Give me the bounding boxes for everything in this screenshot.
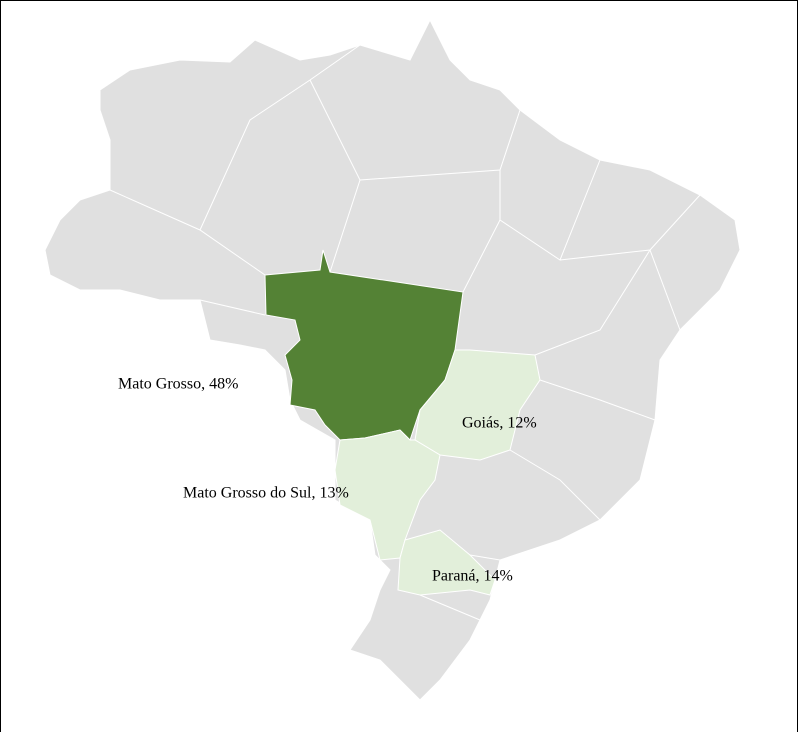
state-goias bbox=[414, 349, 541, 461]
region-label: Mato Grosso do Sul, 13% bbox=[183, 485, 349, 502]
state-borders bbox=[109, 44, 701, 621]
state-mato-grosso-do-sul bbox=[334, 429, 441, 561]
region-label: Paraná, 14% bbox=[432, 568, 513, 585]
region-label: Goiás, 12% bbox=[462, 415, 537, 432]
state-parana bbox=[397, 529, 496, 596]
region-label: Mato Grosso, 48% bbox=[118, 376, 238, 393]
